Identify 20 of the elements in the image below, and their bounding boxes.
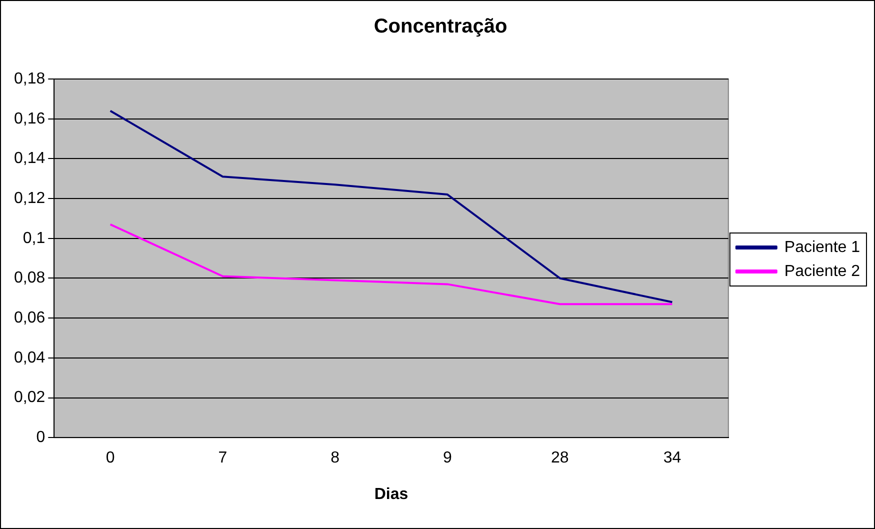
x-tick-label: 8 — [330, 450, 340, 467]
y-tick-label: 0,06 — [14, 309, 46, 326]
y-tick-label: 0,16 — [14, 110, 46, 128]
y-tick-label: 0,08 — [14, 270, 46, 287]
x-tick-label: 0 — [106, 450, 115, 467]
legend-label: Paciente 1 — [784, 238, 860, 256]
x-tick-label: 9 — [443, 450, 452, 467]
y-tick-label: 0,02 — [14, 389, 46, 406]
x-axis-title: Dias — [374, 486, 408, 503]
x-tick-label: 34 — [663, 450, 682, 467]
y-tick-label: 0,04 — [14, 349, 46, 366]
y-tick-label: 0,14 — [14, 150, 46, 168]
y-tick-label: 0 — [36, 429, 46, 446]
chart-title: Concentração — [374, 16, 508, 38]
y-tick-label: 0,1 — [22, 230, 46, 247]
y-tick-label: 0,18 — [14, 70, 46, 88]
x-tick-label: 7 — [218, 450, 228, 467]
x-tick-label: 28 — [550, 450, 569, 467]
y-tick-label: 0,12 — [14, 190, 46, 207]
legend-label: Paciente 2 — [784, 262, 860, 280]
